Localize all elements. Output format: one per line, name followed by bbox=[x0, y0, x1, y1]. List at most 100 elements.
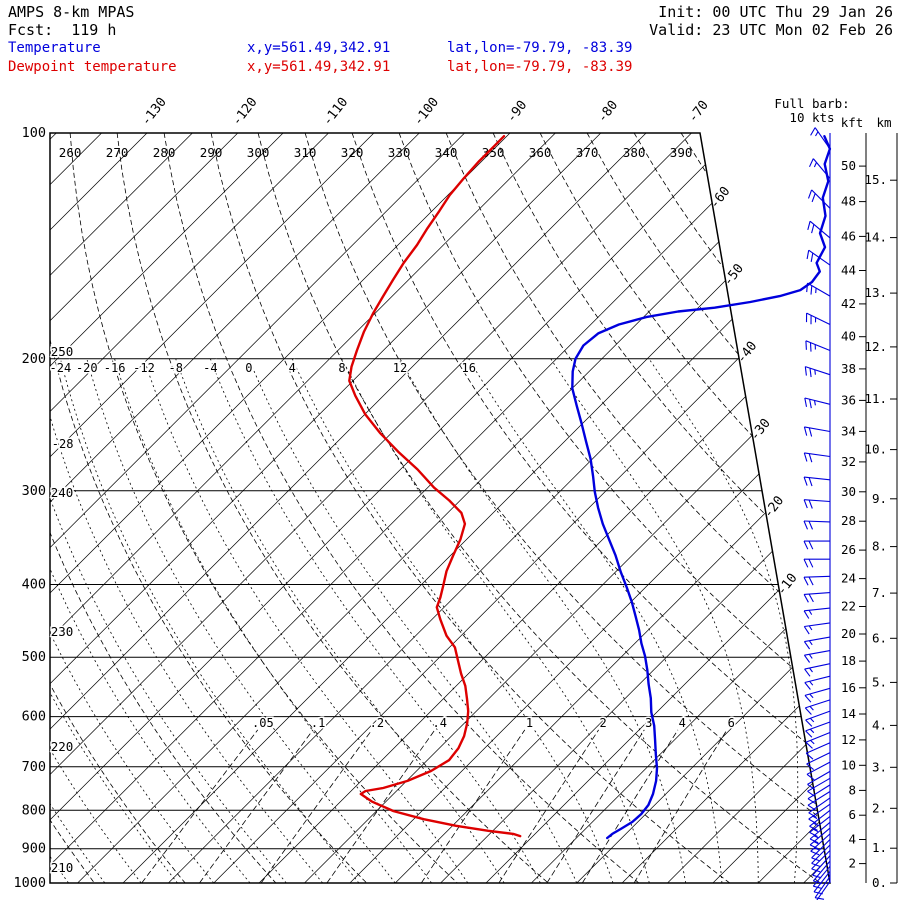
theta-left-label: 240 bbox=[51, 485, 74, 500]
theta-top-label: 350 bbox=[482, 145, 505, 160]
height-labels: kft km50484644424038363432302826242220181… bbox=[841, 115, 892, 890]
moist-adiabat-label: -4 bbox=[203, 361, 217, 375]
isotherm-right-label: -40 bbox=[734, 339, 760, 367]
isotherm-top-label: -120 bbox=[229, 95, 260, 129]
kft-tick-label: 48 bbox=[841, 194, 856, 209]
isotherm-right-label: -20 bbox=[761, 493, 787, 521]
theta-top-label: 300 bbox=[247, 145, 270, 160]
mixing-ratio-label: 6 bbox=[728, 716, 735, 730]
isotherm-right-label: -10 bbox=[774, 571, 800, 599]
moist-adiabat-label: -12 bbox=[133, 361, 155, 375]
moist-adiabat-label: -8 bbox=[168, 361, 182, 375]
legend-temperature-row: Temperature x,y=561.49,342.91 lat,lon=-7… bbox=[0, 40, 900, 58]
kft-tick-label: 40 bbox=[841, 329, 856, 344]
theta-left-label: 220 bbox=[51, 739, 74, 754]
model-title: AMPS 8-km MPAS bbox=[8, 3, 135, 21]
km-tick-label: 8. bbox=[872, 539, 887, 554]
mixing-ratio-label: 2 bbox=[599, 716, 606, 730]
kft-tick-label: 34 bbox=[841, 423, 856, 438]
km-tick-label: 2. bbox=[872, 800, 887, 815]
km-tick-label: 3. bbox=[872, 759, 887, 774]
kft-tick-label: 24 bbox=[841, 571, 856, 586]
km-tick-label: 12. bbox=[864, 339, 887, 354]
kft-tick-label: 36 bbox=[841, 392, 856, 407]
kft-tick-label: 14 bbox=[841, 706, 856, 721]
pressure-tick-label: 1000 bbox=[13, 875, 46, 891]
moist-adiabat-label: 4 bbox=[289, 361, 296, 375]
temperature-curve bbox=[571, 134, 832, 840]
kft-tick-label: 32 bbox=[841, 454, 856, 469]
kft-tick-label: 46 bbox=[841, 228, 856, 243]
kft-tick-label: 20 bbox=[841, 626, 856, 641]
kft-tick-label: 6 bbox=[848, 807, 856, 822]
kft-tick-label: 2 bbox=[848, 856, 856, 871]
theta-left-label: 210 bbox=[51, 860, 74, 875]
theta-top-label: 340 bbox=[435, 145, 458, 160]
moist-adiabat-label: 0 bbox=[245, 361, 252, 375]
barb-legend-line2: 10 kts bbox=[789, 110, 835, 125]
legend-dewpoint-xy: x,y=561.49,342.91 bbox=[247, 59, 391, 75]
km-tick-label: 0. bbox=[872, 875, 887, 890]
theta-top-label: 370 bbox=[576, 145, 599, 160]
kft-tick-label: 4 bbox=[848, 832, 856, 847]
theta-top-label: 260 bbox=[59, 145, 82, 160]
kft-tick-label: 22 bbox=[841, 599, 856, 614]
km-tick-label: 14. bbox=[864, 230, 887, 245]
isotherm-right-label: -60 bbox=[707, 184, 733, 212]
init-time: Init: 00 UTC Thu 29 Jan 26 bbox=[658, 3, 893, 21]
isotherm-top-label: -110 bbox=[320, 95, 351, 129]
moist-adiabat-label: 16 bbox=[461, 361, 475, 375]
mixing-ratio-lines bbox=[141, 729, 728, 883]
isotherm-top-label: -130 bbox=[139, 95, 170, 129]
mixing-ratio-label: .4 bbox=[432, 716, 446, 730]
pressure-lines bbox=[50, 358, 825, 850]
pressure-tick-label: 200 bbox=[22, 351, 46, 367]
kft-tick-label: 10 bbox=[841, 757, 856, 772]
moist-adiabat-label: -20 bbox=[76, 361, 98, 375]
theta-top-label: 310 bbox=[294, 145, 317, 160]
wind-barbs bbox=[803, 127, 831, 900]
km-tick-label: 15. bbox=[864, 172, 887, 187]
km-axis-title: km bbox=[876, 115, 891, 130]
pressure-tick-label: 800 bbox=[22, 802, 46, 818]
legend-temperature-xy: x,y=561.49,342.91 bbox=[247, 40, 391, 56]
legend-dewpoint-latlon: lat,lon=-79.79, -83.39 bbox=[447, 59, 633, 75]
dewpoint-curve bbox=[348, 134, 522, 838]
legend-temperature-label: Temperature bbox=[8, 40, 101, 56]
km-tick-label: 7. bbox=[872, 585, 887, 600]
pressure-tick-label: 300 bbox=[22, 483, 46, 499]
theta-top-label: 360 bbox=[529, 145, 552, 160]
kft-tick-label: 18 bbox=[841, 653, 856, 668]
pressure-tick-label: 900 bbox=[22, 841, 46, 857]
theta-top-label: 330 bbox=[388, 145, 411, 160]
kft-tick-label: 12 bbox=[841, 732, 856, 747]
legend-dewpoint-row: Dewpoint temperature x,y=561.49,342.91 l… bbox=[0, 59, 900, 77]
kft-tick-label: 30 bbox=[841, 484, 856, 499]
moist-adiabat-lines bbox=[50, 358, 830, 883]
km-tick-label: 10. bbox=[864, 442, 887, 457]
km-tick-label: 9. bbox=[872, 491, 887, 506]
isotherm-top-label: -70 bbox=[686, 98, 712, 126]
isotherm-top-label: -80 bbox=[595, 98, 621, 126]
pressure-tick-label: 500 bbox=[22, 649, 46, 665]
theta-top-label: 320 bbox=[341, 145, 364, 160]
kft-tick-label: 50 bbox=[841, 158, 856, 173]
pressure-tick-label: 600 bbox=[22, 709, 46, 725]
theta-top-label: 290 bbox=[200, 145, 223, 160]
km-tick-label: 5. bbox=[872, 674, 887, 689]
moist-adiabat-label: -24 bbox=[50, 361, 72, 375]
barb-legend: Full barb: 10 kts bbox=[760, 97, 864, 125]
isotherm-right-label: -30 bbox=[748, 416, 774, 444]
theta-top-label: 390 bbox=[670, 145, 693, 160]
mixing-ratio-label: 1 bbox=[526, 716, 533, 730]
mixing-ratio-label: 4 bbox=[679, 716, 686, 730]
mixing-ratio-label: 3 bbox=[645, 716, 652, 730]
km-tick-label: 6. bbox=[872, 630, 887, 645]
mixing-ratio-label: .1 bbox=[311, 716, 325, 730]
barb-legend-line1: Full barb: bbox=[774, 96, 850, 111]
mixing-ratio-label: .05 bbox=[252, 716, 274, 730]
theta-left-label: 250 bbox=[51, 344, 74, 359]
moist-adiabat-label: -28 bbox=[52, 437, 74, 451]
km-tick-label: 4. bbox=[872, 717, 887, 732]
mixing-ratio-label: .2 bbox=[370, 716, 384, 730]
